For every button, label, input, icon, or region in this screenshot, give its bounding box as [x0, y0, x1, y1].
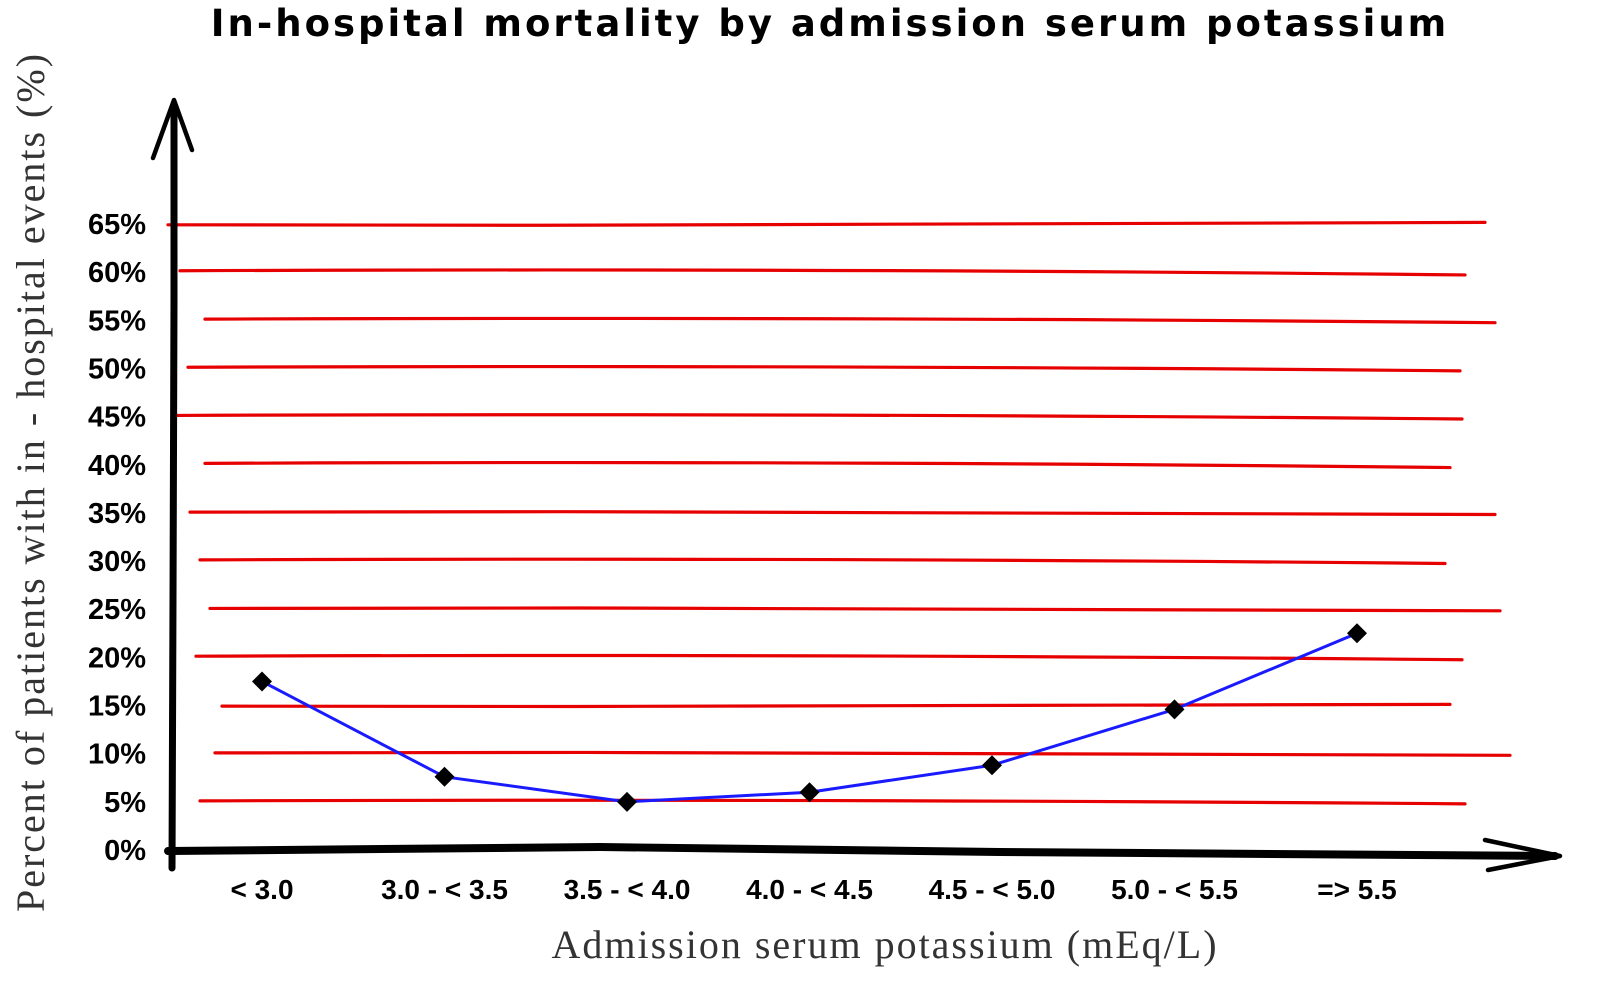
gridline-30: [198, 557, 1447, 566]
x-tick-label-7: => 5.5: [1317, 874, 1396, 905]
y-tick-label-30: 30%: [88, 546, 146, 578]
y-tick-label-25: 25%: [88, 594, 146, 626]
data-point-4: [799, 782, 820, 803]
y-tick-label-20: 20%: [88, 642, 146, 674]
y-tick-label-10: 10%: [88, 739, 146, 771]
data-point-3: [617, 791, 637, 812]
gridline-60: [178, 268, 1467, 277]
y-tick-label-15: 15%: [88, 691, 146, 723]
gridline-10: [213, 750, 1512, 757]
y-axis-line: [168, 102, 178, 872]
gridline-25: [208, 606, 1502, 613]
y-tick-label-5: 5%: [104, 787, 146, 819]
gridline-55: [203, 316, 1497, 325]
gridline-20: [194, 653, 1464, 662]
y-tick-labels: 0% 5% 10% 15% 20% 25% 30% 35% 40% 45% 50% 55% 60% 65%: [88, 209, 146, 867]
gridlines: [166, 220, 1512, 806]
axes: [150, 97, 1563, 873]
data-point-5: [982, 755, 1002, 776]
y-tick-label-35: 35%: [88, 498, 146, 530]
y-tick-label-65: 65%: [88, 209, 146, 241]
y-tick-label-0: 0%: [104, 835, 146, 867]
y-tick-label-60: 60%: [88, 257, 146, 289]
x-tick-label-3: 3.5 - < 4.0: [564, 874, 691, 905]
gridline-40: [203, 460, 1452, 470]
y-tick-label-40: 40%: [88, 450, 146, 482]
x-tick-label-2: 3.0 - < 3.5: [381, 874, 508, 905]
x-tick-label-6: 5.0 - < 5.5: [1111, 874, 1238, 905]
gridline-5: [198, 798, 1467, 806]
data-point-6: [1164, 699, 1185, 720]
x-axis-line: [164, 842, 1559, 860]
y-tick-label-45: 45%: [88, 402, 146, 434]
data-point-1: [252, 671, 272, 692]
gridline-35: [188, 510, 1497, 517]
y-tick-label-55: 55%: [88, 305, 146, 337]
gridline-65: [166, 220, 1487, 227]
gridline-15: [220, 702, 1452, 709]
x-axis-arrowhead: [1482, 837, 1563, 873]
data-series: [252, 623, 1367, 812]
data-point-7: [1347, 623, 1367, 644]
y-tick-label-50: 50%: [88, 353, 146, 385]
data-point-2: [434, 766, 455, 787]
x-tick-label-5: 4.5 - < 5.0: [929, 874, 1056, 905]
x-tick-label-4: 4.0 - < 4.5: [746, 874, 873, 905]
x-tick-label-1: < 3.0: [230, 874, 293, 905]
chart-title: In-hospital mortality by admission serum…: [211, 2, 1449, 45]
x-tick-labels: < 3.0 3.0 - < 3.5 3.5 - < 4.0 4.0 - < 4.5 4.…: [230, 874, 1396, 905]
y-axis-arrowhead: [150, 97, 195, 161]
x-axis-label: Admission serum potassium (mEq/L): [551, 922, 1218, 967]
gridline-45: [174, 413, 1464, 421]
y-axis-label: Percent of patients with in - hospital e…: [8, 52, 53, 912]
gridline-50: [186, 364, 1462, 373]
